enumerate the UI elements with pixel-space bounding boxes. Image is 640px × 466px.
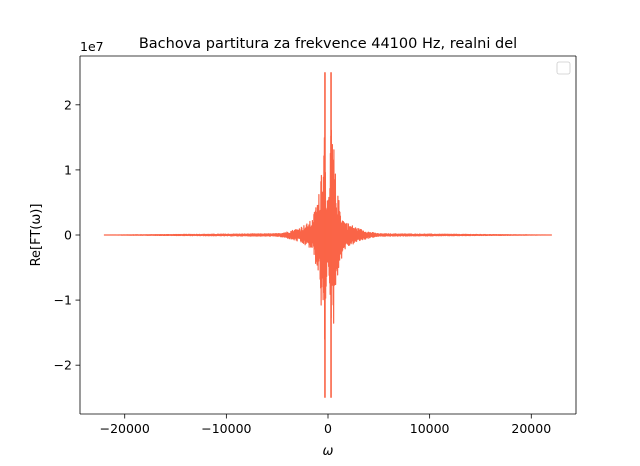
x-tick-label: 0 [324, 421, 332, 436]
x-tick-label: −20000 [100, 421, 150, 436]
series-layer [103, 72, 553, 398]
y-axis-ticks: 2 1 0 −1 −2 [54, 97, 80, 373]
y-tick-label: 2 [64, 97, 72, 112]
x-axis-ticks: −20000 −10000 0 10000 20000 [100, 414, 551, 436]
y-tick-label: 0 [64, 228, 72, 243]
x-tick-label: 10000 [410, 421, 450, 436]
y-offset-label: 1e7 [80, 39, 104, 54]
y-tick-label: 1 [64, 162, 72, 177]
series-line [103, 129, 553, 340]
x-tick-label: 20000 [511, 421, 551, 436]
y-axis-label: Re[FT(ω)] [29, 204, 44, 267]
chart-title: Bachova partitura za frekvence 44100 Hz,… [139, 36, 517, 52]
x-tick-label: −10000 [201, 421, 251, 436]
y-tick-label: −2 [54, 358, 72, 373]
x-axis-label: ω [323, 444, 334, 459]
y-tick-label: −1 [54, 293, 72, 308]
legend-box [556, 61, 571, 75]
